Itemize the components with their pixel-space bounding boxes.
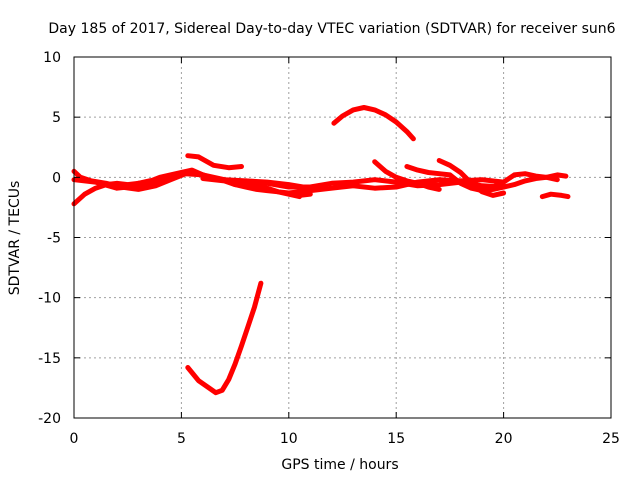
series-arc-14 [185, 280, 264, 396]
y-tick-label: -10 [38, 291, 61, 307]
y-axis-label: SDTVAR / TECUs [7, 181, 23, 296]
x-tick-label: 10 [280, 431, 298, 447]
y-tick-label: -5 [47, 231, 61, 247]
series-arc-13 [539, 191, 571, 200]
series-layer [71, 105, 571, 396]
y-tick-label: 10 [43, 50, 61, 66]
chart-title: Day 185 of 2017, Sidereal Day-to-day VTE… [48, 21, 615, 37]
series-arc-6 [200, 176, 302, 200]
y-tick-label: -15 [38, 351, 61, 367]
series-arc-9 [372, 159, 442, 192]
series-arc-15 [331, 105, 416, 142]
x-axis-label: GPS time / hours [281, 457, 398, 473]
ticks: 0 5 10 15 20 25 -20 -15 -10 -5 0 5 10 [38, 50, 620, 447]
x-tick-label: 20 [495, 431, 513, 447]
y-tick-label: -20 [38, 411, 61, 427]
series-arc-12 [490, 171, 569, 190]
x-tick-label: 25 [602, 431, 620, 447]
y-tick-label: 5 [52, 110, 61, 126]
y-tick-label: 0 [52, 170, 61, 186]
x-tick-label: 0 [70, 431, 79, 447]
x-tick-label: 15 [387, 431, 405, 447]
grid [74, 57, 611, 418]
x-tick-label: 5 [177, 431, 186, 447]
series-arc-5 [185, 153, 244, 171]
series-arc-11 [436, 158, 507, 198]
